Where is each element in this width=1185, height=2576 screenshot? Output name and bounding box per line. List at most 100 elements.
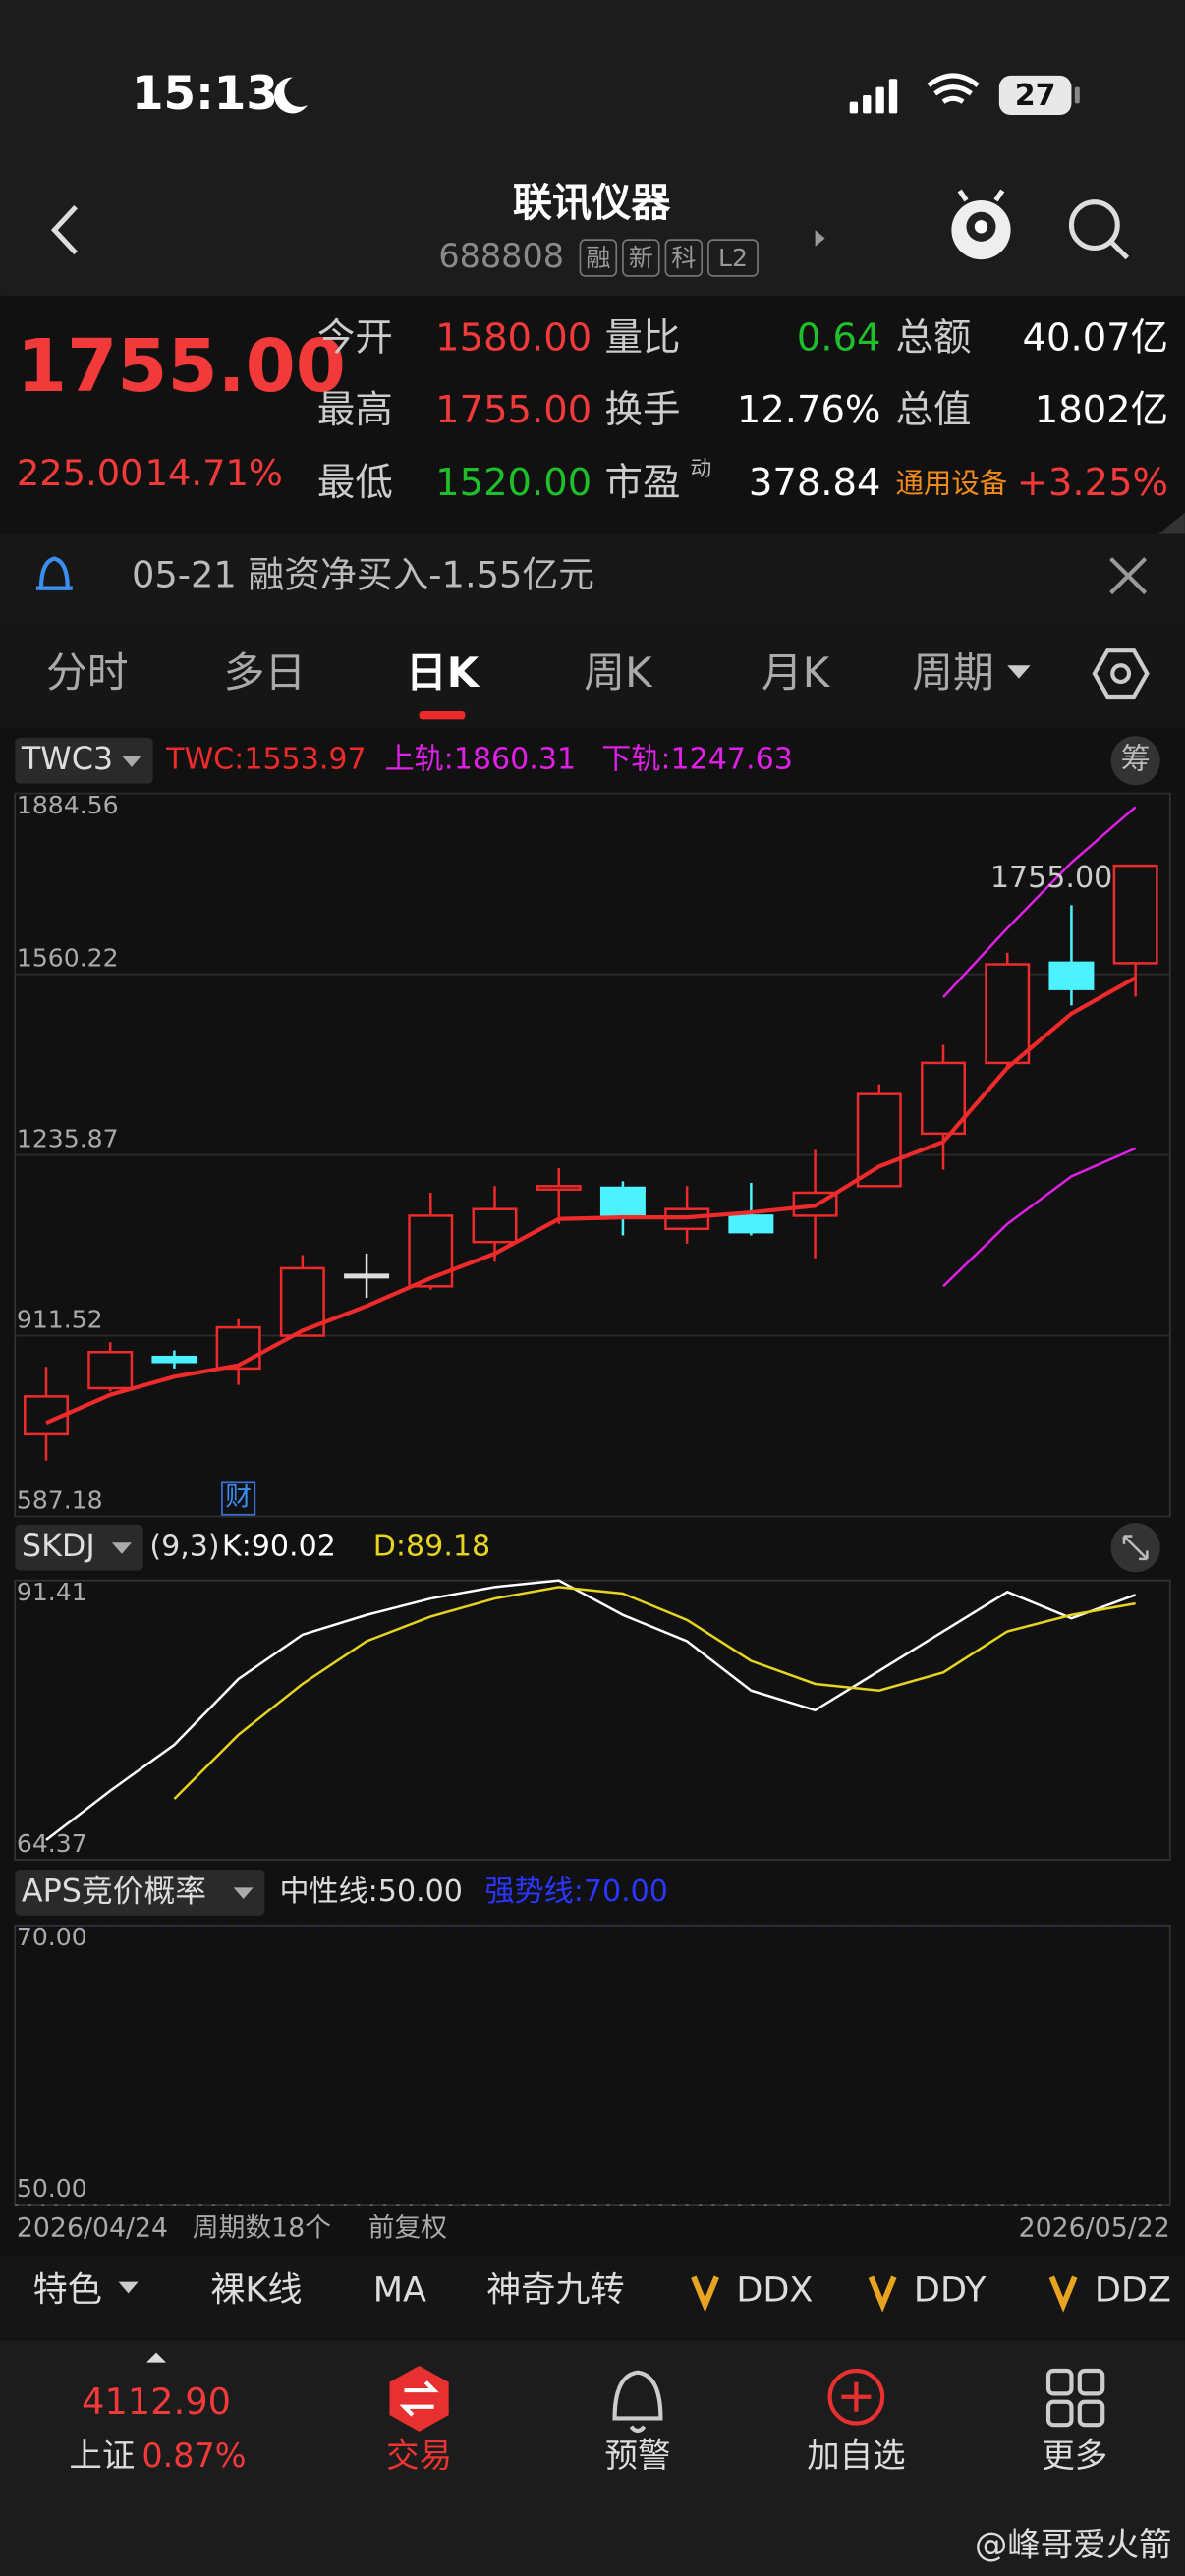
indicator-select-bg[interactable] bbox=[15, 737, 153, 784]
tab[interactable]: 日K bbox=[406, 648, 480, 697]
search-button[interactable] bbox=[1068, 199, 1130, 260]
stat-label: 最高 bbox=[317, 388, 393, 432]
candle-body bbox=[472, 1207, 518, 1244]
nav-item[interactable]: 预警 bbox=[605, 2436, 671, 2475]
nav-item[interactable]: 交易 bbox=[386, 2436, 452, 2475]
stat-note: 动 bbox=[690, 457, 711, 481]
adjust-mode: 前复权 bbox=[368, 2213, 447, 2244]
notice-text: 05-21 融资净买入-1.55亿元 bbox=[132, 553, 594, 595]
alert-icon bbox=[612, 2370, 663, 2434]
y-tick-label: 64.37 bbox=[17, 1829, 87, 1858]
indicator-option[interactable]: DDY bbox=[914, 2270, 987, 2311]
tab[interactable]: 周期 bbox=[912, 648, 994, 697]
indicator-name[interactable]: TWC3 bbox=[21, 742, 113, 777]
y-tick-label: 1560.22 bbox=[17, 944, 119, 973]
change-pct: 14.71% bbox=[145, 452, 283, 494]
indicator-dropdown[interactable] bbox=[121, 756, 141, 767]
max-price-label: 1755.00 bbox=[990, 861, 1112, 895]
tab[interactable]: 周K bbox=[584, 648, 653, 697]
back-button[interactable] bbox=[50, 204, 78, 255]
indicator-name[interactable]: APS竞价概率 bbox=[22, 1874, 206, 1909]
panel-frame bbox=[14, 1579, 1171, 1861]
index-change[interactable]: 0.87% bbox=[141, 2436, 246, 2475]
stat-value: 1520.00 bbox=[435, 461, 592, 505]
battery bbox=[998, 75, 1072, 116]
indicator-select-bg[interactable] bbox=[15, 1524, 143, 1571]
tab[interactable]: 月K bbox=[762, 648, 831, 697]
tabs-bg bbox=[0, 619, 1185, 728]
tab[interactable]: 分时 bbox=[46, 648, 129, 697]
tab[interactable]: 多日 bbox=[224, 648, 307, 697]
indicator-option[interactable]: DDX bbox=[736, 2270, 813, 2311]
indicator-option[interactable]: 特色 bbox=[33, 2270, 102, 2311]
y-tick-label: 911.52 bbox=[17, 1305, 103, 1333]
legend-entry: 下轨:1247.63 bbox=[601, 743, 793, 777]
nav-item[interactable]: 加自选 bbox=[807, 2436, 905, 2475]
indicator-dropdown[interactable] bbox=[233, 1887, 254, 1900]
indicator-line bbox=[173, 1586, 1136, 1800]
more-icon bbox=[1045, 2368, 1074, 2396]
indicator-option[interactable]: MA bbox=[373, 2270, 426, 2311]
candle-body bbox=[344, 1273, 390, 1279]
indicator-bar-bg bbox=[0, 2255, 1185, 2338]
add-plus bbox=[841, 2381, 872, 2412]
trade-icon bbox=[389, 2365, 449, 2432]
period-dropdown[interactable] bbox=[1007, 665, 1031, 679]
legend-entry: 上轨:1860.31 bbox=[384, 743, 576, 777]
stat-label: 量比 bbox=[605, 316, 681, 361]
stat-label: 总额 bbox=[896, 316, 972, 361]
legend-entry: 强势线:70.00 bbox=[484, 1875, 667, 1909]
robot-icon[interactable] bbox=[951, 189, 1011, 260]
y-tick-label: 1235.87 bbox=[17, 1125, 119, 1153]
candle-body bbox=[215, 1325, 261, 1371]
event-marker[interactable]: 财 bbox=[225, 1483, 252, 1513]
charts: 1884.56 1560.22 1235.87 911.52 587.18 1755.00… bbox=[14, 736, 1171, 2475]
y-tick-label: 1884.56 bbox=[17, 791, 119, 819]
expand-button[interactable] bbox=[1122, 1535, 1149, 1561]
stat-label: 总值 bbox=[896, 388, 972, 432]
next-arrow[interactable] bbox=[815, 230, 825, 247]
stat-value: 1755.00 bbox=[435, 388, 592, 432]
indicator-option[interactable]: DDZ bbox=[1095, 2270, 1171, 2311]
chips-button[interactable]: 筹 bbox=[1121, 743, 1151, 777]
change: 225.00 bbox=[17, 452, 143, 494]
indicator-line bbox=[942, 1147, 1137, 1288]
stat-value: 12.76% bbox=[737, 388, 881, 432]
event-marker-box bbox=[221, 1481, 256, 1516]
chips-button-bg[interactable] bbox=[1110, 736, 1160, 786]
candle-body bbox=[856, 1092, 902, 1188]
legend-entry: K:90.02 bbox=[222, 1530, 336, 1564]
stat-value: 0.64 bbox=[797, 316, 881, 361]
period-count: 周期数18个 bbox=[193, 2213, 331, 2244]
candle-body bbox=[1048, 961, 1095, 990]
stat-value: +3.25% bbox=[1017, 461, 1168, 505]
index-value[interactable]: 4112.90 bbox=[82, 2380, 231, 2423]
tag: L2 bbox=[718, 244, 748, 272]
close-notice[interactable] bbox=[1109, 557, 1148, 595]
indicator-dropdown[interactable] bbox=[111, 1542, 132, 1554]
y-tick-label: 70.00 bbox=[17, 1923, 87, 1951]
indicator-option[interactable]: 神奇九转 bbox=[486, 2270, 624, 2311]
stat-label: 市盈 bbox=[605, 461, 681, 505]
candle-body bbox=[151, 1355, 198, 1364]
y-tick-label: 50.00 bbox=[17, 2174, 87, 2203]
x-tick-label: 2026/04/24 bbox=[17, 2213, 168, 2244]
moon-icon bbox=[274, 77, 308, 114]
legend-entry: D:89.18 bbox=[373, 1530, 490, 1564]
stat-value: 40.07亿 bbox=[1023, 316, 1169, 361]
panel-frame bbox=[14, 1924, 1171, 2206]
indicator-select-bg[interactable] bbox=[15, 1869, 265, 1916]
tag-box bbox=[579, 239, 618, 277]
y-tick-label: 587.18 bbox=[17, 1485, 103, 1514]
stat-label: 通用设备 bbox=[896, 467, 1008, 499]
nav-item[interactable]: 更多 bbox=[1042, 2436, 1107, 2475]
more-icon bbox=[1077, 2399, 1105, 2428]
feature-dropdown[interactable] bbox=[118, 2281, 139, 2294]
settings-button[interactable] bbox=[1092, 648, 1150, 700]
tag: 科 bbox=[671, 244, 696, 272]
signal-icon bbox=[849, 79, 898, 114]
indicator-name[interactable]: SKDJ bbox=[22, 1529, 95, 1564]
index-name[interactable]: 上证 bbox=[69, 2436, 135, 2475]
indicator-option[interactable]: 裸K线 bbox=[210, 2270, 302, 2311]
